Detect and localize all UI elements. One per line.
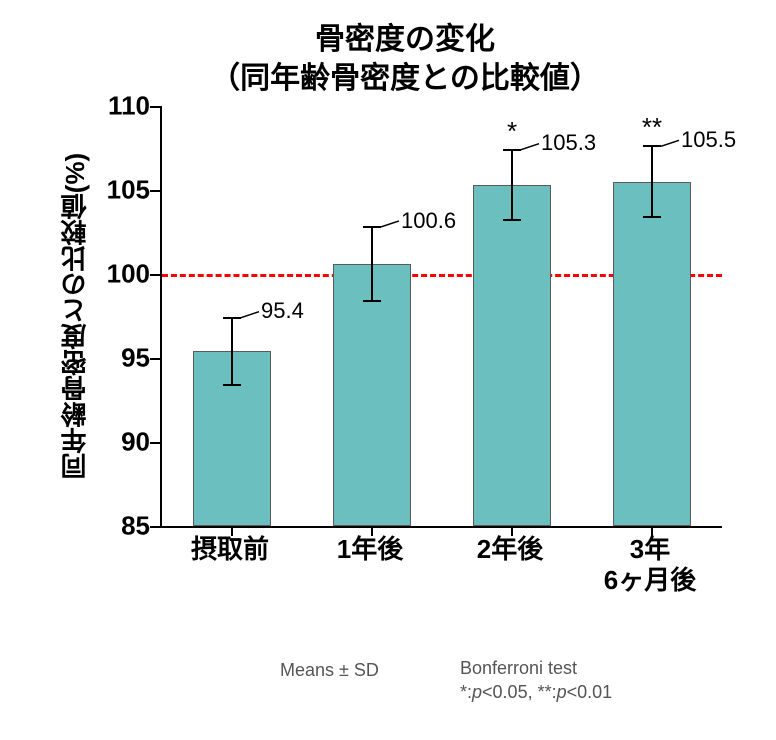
y-tick-label: 95 <box>90 343 150 374</box>
y-tick-label: 110 <box>90 91 150 122</box>
significance-mark: ** <box>642 112 662 143</box>
footer-test: Bonferroni test *:p<0.05, **:p<0.01 <box>460 656 612 705</box>
title-line-2: （同年齢骨密度との比較値） <box>80 59 730 98</box>
x-tick-label: 1年後 <box>337 534 403 565</box>
y-tick <box>150 106 160 108</box>
y-tick <box>150 442 160 444</box>
bar <box>473 185 551 526</box>
footer-test-name: Bonferroni test <box>460 656 612 680</box>
title-line-1: 骨密度の変化 <box>80 20 730 59</box>
y-tick <box>150 190 160 192</box>
y-tick-label: 100 <box>90 259 150 290</box>
plot-area: 同年齢骨密度との比較値(%) 95.4100.6105.3*105.5** 85… <box>90 106 730 526</box>
chart-title: 骨密度の変化 （同年齢骨密度との比較値） <box>80 20 730 98</box>
x-tick-label: 2年後 <box>477 534 543 565</box>
footer-means: Means ± SD <box>280 660 379 681</box>
value-label: 100.6 <box>401 208 456 234</box>
footer-sig-legend: *:p<0.05, **:p<0.01 <box>460 680 612 704</box>
y-tick-label: 85 <box>90 511 150 542</box>
y-tick <box>150 358 160 360</box>
y-axis-label: 同年齢骨密度との比較値(%) <box>56 153 93 479</box>
x-tick-label: 摂取前 <box>191 534 269 565</box>
bar <box>333 264 411 526</box>
bar <box>193 351 271 526</box>
value-label: 95.4 <box>261 298 304 324</box>
chart-container: 骨密度の変化 （同年齢骨密度との比較値） 同年齢骨密度との比較値(%) 95.4… <box>30 20 730 526</box>
significance-mark: * <box>507 116 517 147</box>
y-tick-label: 105 <box>90 175 150 206</box>
bar <box>613 182 691 526</box>
y-tick <box>150 526 160 528</box>
y-tick <box>150 274 160 276</box>
value-label: 105.5 <box>681 127 736 153</box>
x-tick-label: 3年6ヶ月後 <box>604 534 696 596</box>
value-label: 105.3 <box>541 130 596 156</box>
y-tick-label: 90 <box>90 427 150 458</box>
plot-region: 95.4100.6105.3*105.5** <box>160 106 722 528</box>
